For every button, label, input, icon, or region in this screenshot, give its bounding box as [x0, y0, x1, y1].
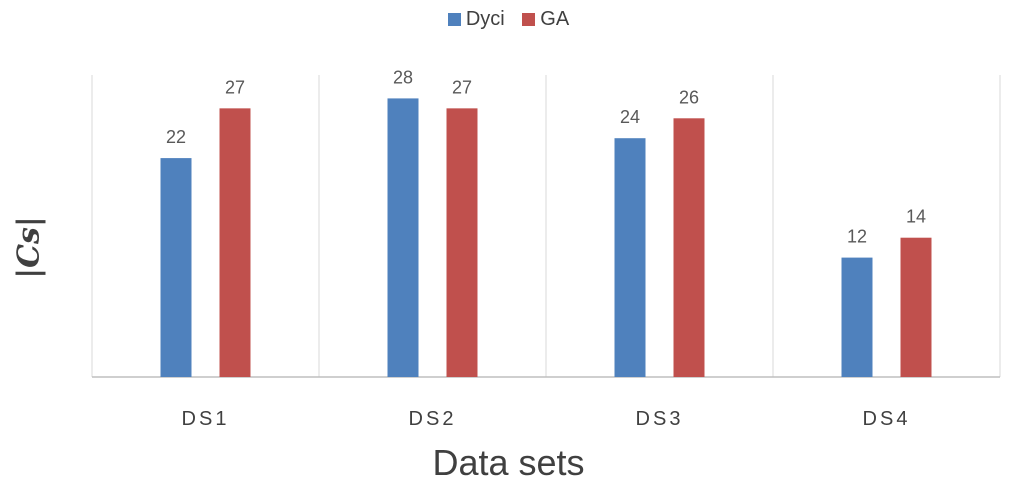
bar-ga-ds4 — [900, 237, 932, 377]
data-label-dyci-ds1: 22 — [166, 127, 186, 147]
data-label-ga-ds1: 27 — [225, 77, 245, 97]
legend: Dyci GA — [0, 8, 1017, 32]
legend-item-dyci: Dyci — [447, 8, 505, 31]
data-label-ga-ds3: 26 — [679, 87, 699, 107]
legend-label-dyci: Dyci — [465, 8, 505, 30]
data-label-ga-ds2: 27 — [452, 77, 472, 97]
bar-ga-ds2 — [446, 108, 478, 377]
y-axis-label: |Cs| — [11, 216, 47, 279]
x-tick-label-ds2: DS2 — [409, 408, 457, 430]
legend-item-ga: GA — [522, 8, 569, 31]
bar-ga-ds1 — [219, 108, 251, 377]
bar-dyci-ds1 — [160, 158, 192, 377]
bar-dyci-ds3 — [614, 138, 646, 377]
legend-swatch-dyci — [447, 13, 461, 26]
bar-ga-ds3 — [673, 118, 705, 378]
legend-swatch-ga — [522, 13, 536, 26]
x-tick-label-ds1: DS1 — [182, 408, 230, 430]
data-label-dyci-ds3: 24 — [620, 107, 640, 127]
x-tick-label-ds4: DS4 — [863, 408, 911, 430]
x-axis-label: Data sets — [432, 442, 585, 483]
data-label-dyci-ds4: 12 — [847, 227, 867, 247]
bar-dyci-ds4 — [841, 257, 873, 377]
data-label-ga-ds4: 14 — [906, 207, 926, 227]
data-label-dyci-ds2: 28 — [393, 67, 413, 87]
legend-label-ga: GA — [540, 8, 570, 30]
x-tick-label-ds3: DS3 — [636, 408, 684, 430]
bar-dyci-ds2 — [387, 98, 419, 378]
